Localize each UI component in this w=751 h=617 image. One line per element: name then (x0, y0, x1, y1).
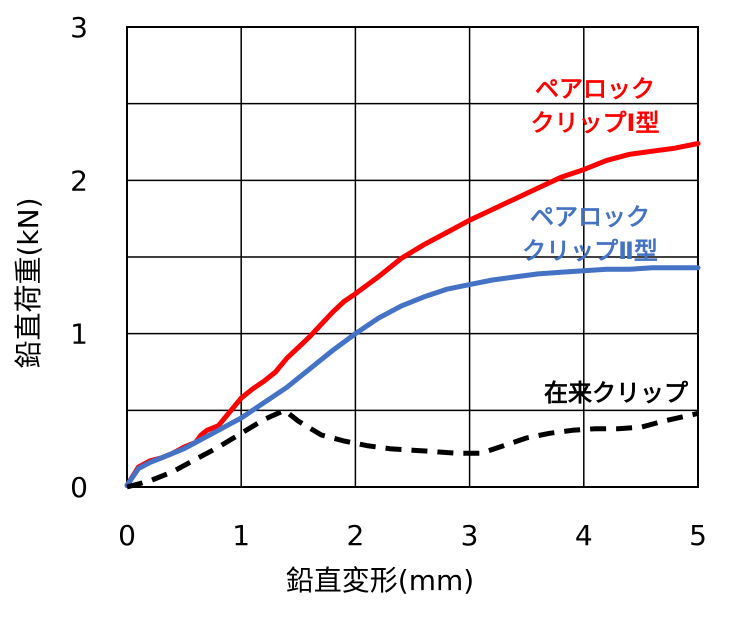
x-tick-label: 1 (232, 519, 250, 552)
x-axis-label: 鉛直変形(mm) (286, 564, 474, 597)
grid (127, 27, 698, 487)
y-tick-label: 0 (70, 471, 88, 504)
y-tick-label: 1 (70, 318, 88, 351)
x-tick-label: 3 (461, 519, 479, 552)
series-line-2 (124, 265, 701, 488)
plot-frame (126, 26, 699, 488)
series-line-3 (126, 407, 699, 490)
y-tick-label: 3 (70, 11, 88, 44)
x-tick-label: 5 (689, 519, 707, 552)
x-tick-label: 4 (575, 519, 593, 552)
series-label-3: 在来クリップ (544, 379, 689, 407)
x-tick-label: 2 (346, 519, 364, 552)
series-label-1: クリップⅠ型 (531, 109, 660, 137)
ticks-layer: 0 1 2 3 4 5 0 1 2 3 (70, 11, 707, 552)
series-label-2: クリップⅡ型 (522, 237, 658, 265)
series-label-1: ペアロック (535, 75, 655, 103)
series-label-2: ペアロック (530, 203, 650, 231)
y-tick-label: 2 (70, 164, 88, 197)
y-axis-label: 鉛直荷重(kN) (12, 197, 45, 368)
series-layer (124, 141, 701, 490)
x-tick-label: 0 (118, 519, 136, 552)
